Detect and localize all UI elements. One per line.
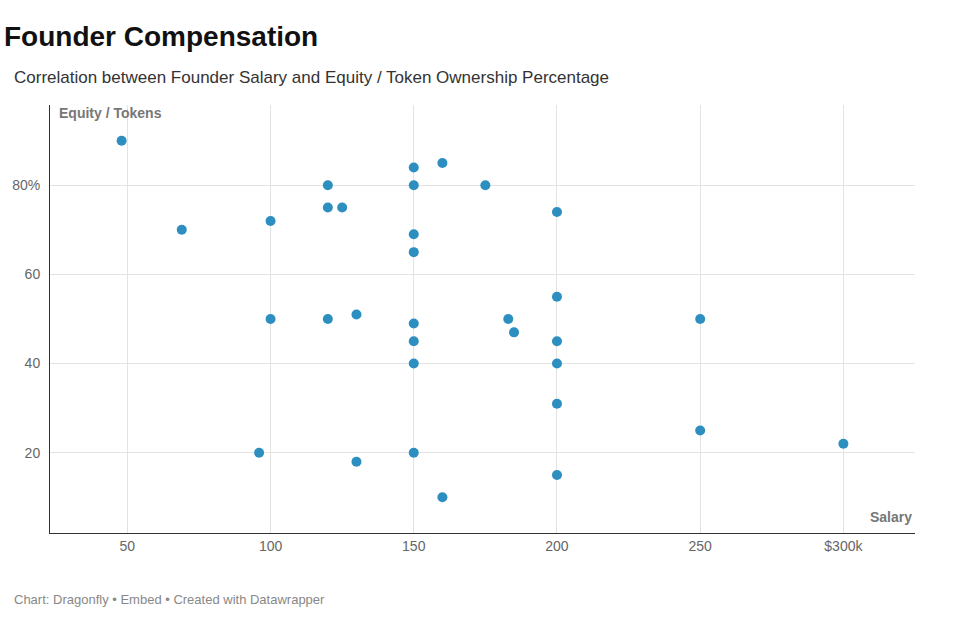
svg-text:20: 20 <box>25 445 41 461</box>
svg-text:Equity / Tokens: Equity / Tokens <box>59 105 162 121</box>
svg-text:50: 50 <box>120 538 136 554</box>
svg-text:40: 40 <box>25 355 41 371</box>
svg-text:Salary: Salary <box>870 509 912 525</box>
svg-text:Founder Compensation: Founder Compensation <box>4 21 318 52</box>
svg-text:200: 200 <box>545 538 569 554</box>
svg-text:100: 100 <box>259 538 283 554</box>
svg-text:Correlation between Founder Sa: Correlation between Founder Salary and E… <box>14 68 609 87</box>
svg-text:80%: 80% <box>12 177 40 193</box>
svg-text:250: 250 <box>689 538 713 554</box>
svg-text:150: 150 <box>402 538 426 554</box>
svg-text:Chart: Dragonfly • Embed • Cre: Chart: Dragonfly • Embed • Created with … <box>14 592 325 607</box>
svg-text:60: 60 <box>25 266 41 282</box>
svg-text:$300k: $300k <box>824 538 863 554</box>
